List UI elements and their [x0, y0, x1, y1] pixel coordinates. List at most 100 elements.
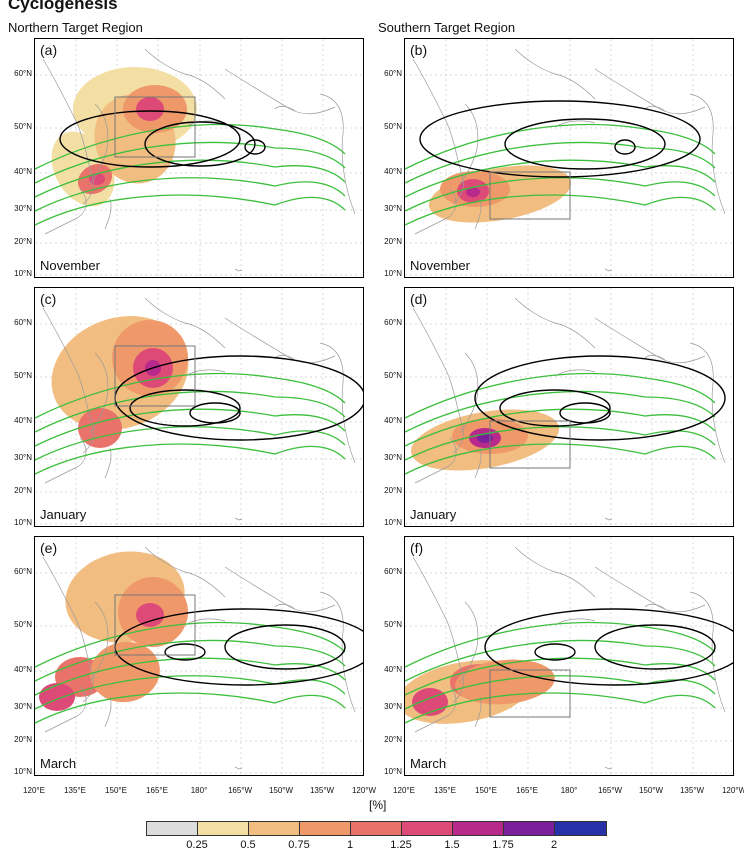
coastline — [319, 342, 356, 464]
coastline — [234, 268, 243, 272]
coastline — [644, 106, 666, 112]
black-contour — [129, 389, 241, 427]
green-contour — [35, 426, 346, 461]
coastline — [644, 355, 666, 361]
lat-tick-label: 40°N — [384, 416, 402, 425]
panel-label: (e) — [40, 540, 58, 556]
coastline — [224, 566, 336, 613]
coastline — [104, 696, 112, 728]
coastline — [274, 355, 296, 361]
lat-tick-label: 30°N — [384, 204, 402, 213]
lat-tick-label: 30°N — [14, 702, 32, 711]
green-contour — [35, 141, 346, 184]
lon-tick-label: 135°W — [309, 786, 335, 795]
month-label: November — [40, 258, 100, 273]
coastline — [514, 48, 596, 100]
coastline — [42, 58, 94, 205]
panel-label: (d) — [410, 291, 428, 307]
black-contour — [504, 118, 666, 170]
coastline — [514, 546, 596, 598]
green-contour — [35, 390, 346, 433]
lat-tick-label: 40°N — [384, 167, 402, 176]
black-contour — [114, 608, 363, 686]
panel-e-map: (e) March — [34, 536, 364, 776]
lat-tick-label: 20°N — [384, 237, 402, 246]
green-contour — [405, 177, 716, 212]
density-shading — [39, 683, 75, 711]
figure-title: Cyclogenesis — [8, 0, 118, 13]
panel-label: (b) — [410, 42, 428, 58]
lat-tick-label: 50°N — [384, 620, 402, 629]
black-contour — [614, 139, 636, 155]
coastline — [104, 198, 112, 230]
density-shading — [136, 97, 164, 121]
lon-tick-label: 135°E — [434, 786, 456, 795]
coastline — [234, 517, 243, 521]
coastline — [144, 297, 226, 349]
lat-tick-label: 40°N — [14, 665, 32, 674]
colorbar-tick-label: 1.25 — [390, 839, 412, 851]
lat-tick-label: 30°N — [14, 204, 32, 213]
lon-tick-label: 150°E — [105, 786, 127, 795]
lat-tick-label: 30°N — [384, 453, 402, 462]
density-shading — [90, 641, 160, 703]
colorbar-unit: [%] — [369, 798, 387, 812]
lat-tick-label: 50°N — [14, 371, 32, 380]
coastline — [412, 307, 464, 454]
lat-tick-label: 10°N — [384, 518, 402, 527]
green-contour — [405, 390, 716, 433]
lat-tick-label: 60°N — [384, 567, 402, 576]
panel-d-map: (d) January — [404, 287, 734, 527]
month-label: January — [410, 507, 457, 522]
lat-tick-label: 40°N — [14, 416, 32, 425]
density-shading — [78, 408, 122, 448]
lat-tick-label: 10°N — [384, 767, 402, 776]
lon-tick-label: 165°E — [516, 786, 538, 795]
coastline — [689, 342, 726, 464]
coastline — [89, 103, 109, 185]
coastline — [514, 297, 596, 349]
coastline — [274, 106, 296, 112]
month-label: November — [410, 258, 470, 273]
green-contour — [35, 621, 346, 668]
lon-tick-label: 120°E — [23, 786, 45, 795]
coastline — [224, 68, 336, 115]
coastline — [459, 352, 479, 434]
target-region-box — [489, 420, 571, 469]
panel-label: (c) — [40, 291, 57, 307]
green-contour — [405, 159, 716, 198]
colorbar-swatch — [147, 822, 198, 835]
coastline — [594, 317, 706, 364]
colorbar-tick-label: 0.75 — [288, 839, 310, 851]
coastline — [604, 766, 613, 770]
colorbar-swatch — [555, 822, 606, 835]
lat-tick-label: 20°N — [14, 237, 32, 246]
coastline — [89, 601, 109, 683]
month-label: March — [40, 756, 77, 771]
lat-tick-label: 40°N — [14, 167, 32, 176]
colorbar-tick-label: 0.5 — [240, 839, 256, 851]
lat-tick-label: 10°N — [14, 767, 32, 776]
lat-tick-label: 20°N — [384, 735, 402, 744]
panel-b-map: (b) November — [404, 38, 734, 278]
panel-c-map: (c) January — [34, 287, 364, 527]
green-contour — [405, 443, 716, 475]
lat-tick-label: 10°N — [14, 518, 32, 527]
green-contour — [405, 692, 716, 724]
lat-tick-label: 20°N — [384, 486, 402, 495]
column-header-south: Southern Target Region — [378, 20, 516, 35]
green-contour — [405, 372, 716, 419]
coastline — [234, 766, 243, 770]
colorbar-tick-label: 1.5 — [444, 839, 460, 851]
green-contour — [35, 639, 346, 682]
density-shading — [89, 173, 105, 185]
target-region-box — [489, 171, 571, 220]
lon-tick-label: 120°W — [351, 786, 377, 795]
lon-tick-label: 120°W — [721, 786, 744, 795]
lon-tick-label: 150°E — [475, 786, 497, 795]
lon-tick-label: 120°E — [393, 786, 415, 795]
colorbar-swatch — [300, 822, 351, 835]
colorbar — [146, 821, 607, 836]
coastline — [274, 604, 296, 610]
lat-tick-label: 60°N — [14, 567, 32, 576]
